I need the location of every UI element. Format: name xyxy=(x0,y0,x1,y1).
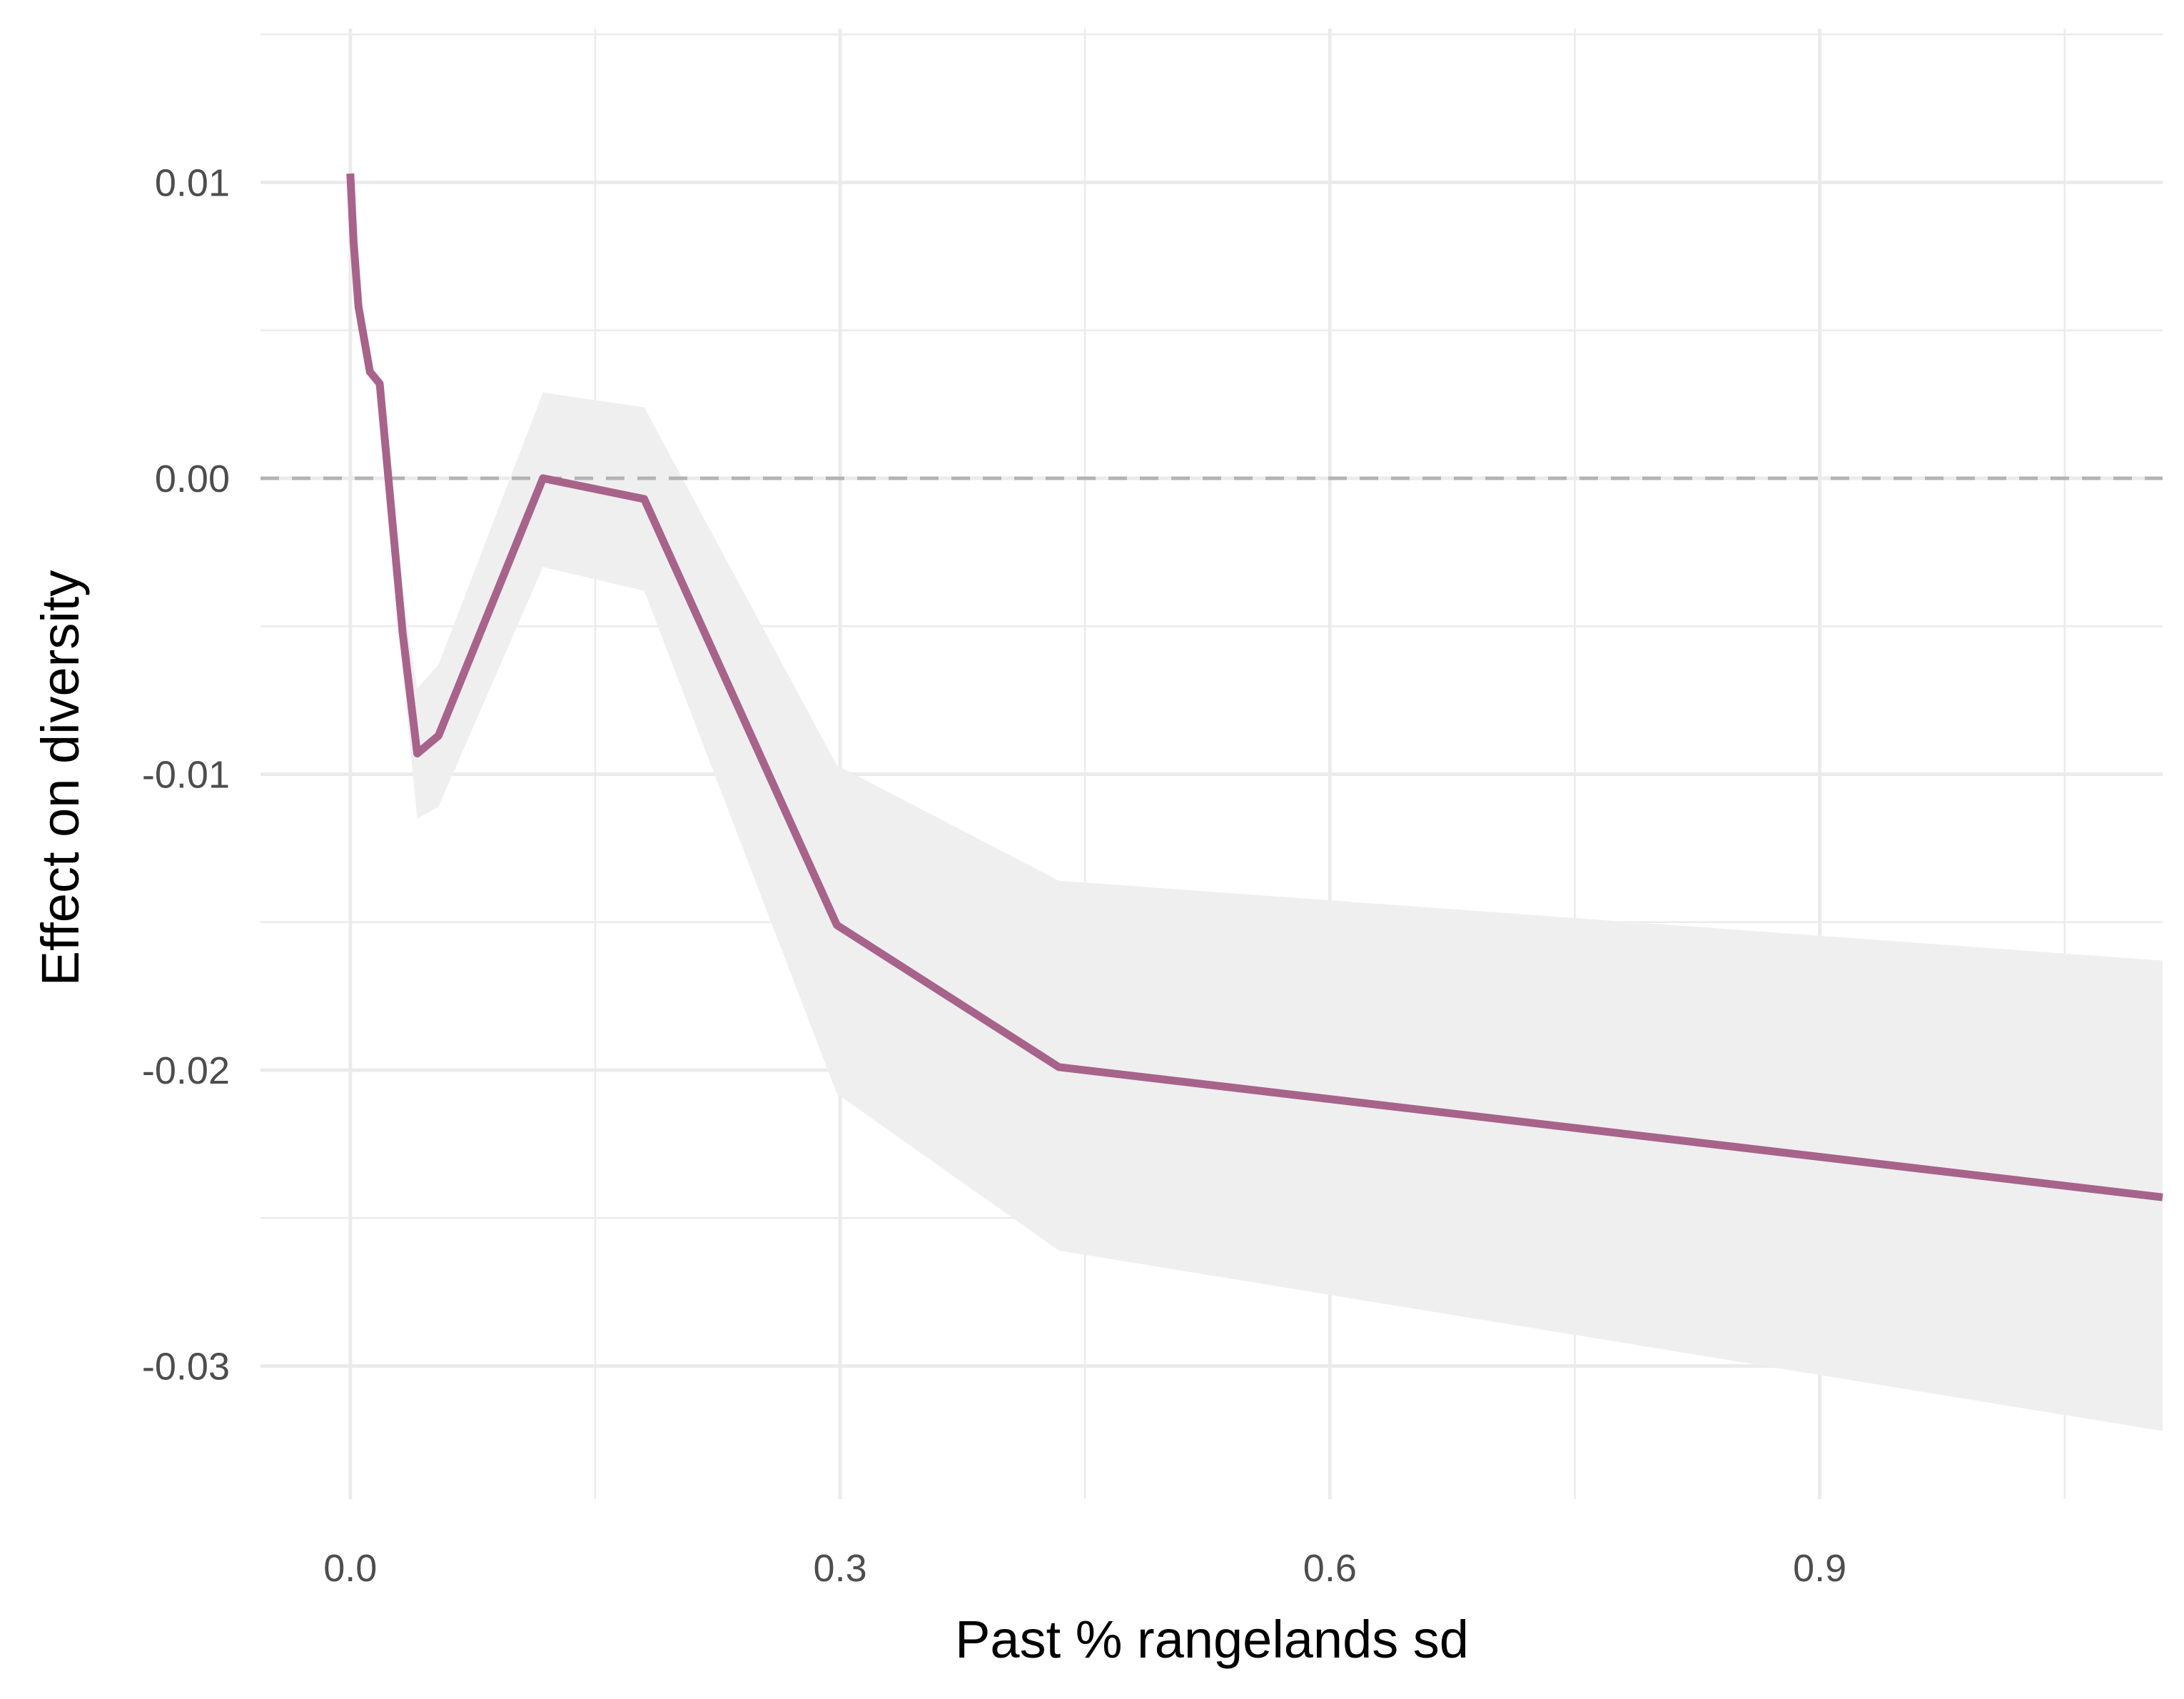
x-tick-label: 0.6 xyxy=(1303,1547,1357,1590)
series-lines xyxy=(346,173,2163,1201)
y-tick-label: 0.01 xyxy=(155,162,230,205)
y-tick-labels: 0.01 0.00 -0.01 -0.02 -0.03 xyxy=(142,162,230,1388)
y-axis-title: Effect on diversity xyxy=(31,570,90,987)
y-tick-label: 0.00 xyxy=(155,458,230,500)
x-axis-title: Past % rangelands sd xyxy=(955,1610,1469,1669)
x-tick-label: 0.3 xyxy=(814,1547,867,1590)
y-tick-label: -0.02 xyxy=(142,1049,230,1092)
x-tick-label: 0.9 xyxy=(1793,1547,1846,1590)
y-tick-label: -0.03 xyxy=(142,1345,230,1388)
y-tick-label: -0.01 xyxy=(142,754,230,797)
x-tick-label: 0.0 xyxy=(323,1547,377,1590)
series-line xyxy=(346,173,2163,1201)
confidence-bands xyxy=(350,173,2163,1431)
confidence-band xyxy=(350,173,2163,1431)
x-tick-labels: 0.0 0.3 0.6 0.9 xyxy=(323,1547,1846,1590)
